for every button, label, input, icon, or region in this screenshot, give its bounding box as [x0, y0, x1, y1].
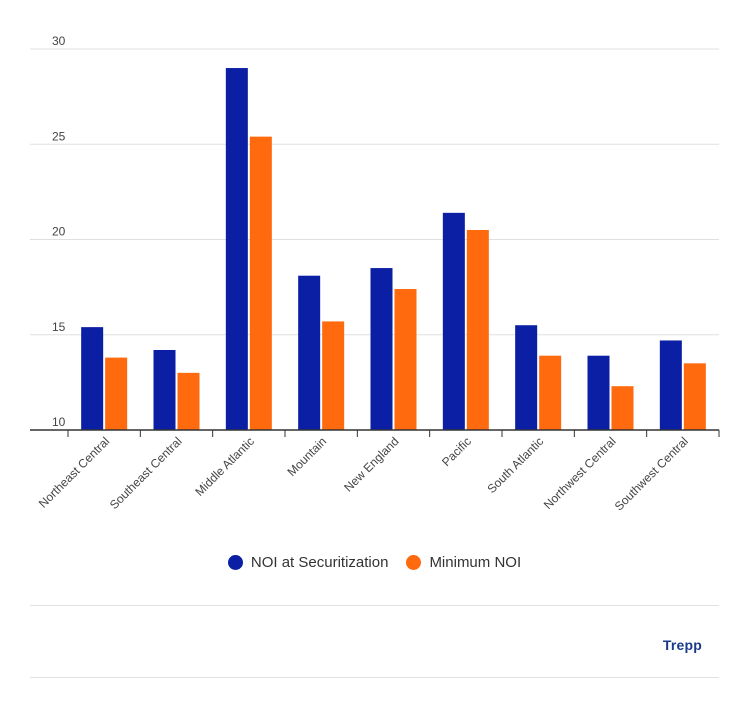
bars [81, 68, 706, 431]
brand-logo: Trepp [662, 637, 702, 653]
bar-noi-at-securitization[interactable] [659, 340, 682, 430]
bar-noi-at-securitization[interactable] [442, 212, 465, 430]
y-tick-label: 15 [52, 320, 66, 334]
bar-noi-at-securitization[interactable] [515, 325, 538, 430]
bar-noi-at-securitization[interactable] [587, 355, 610, 430]
legend: NOI at Securitization Minimum NOI [0, 554, 749, 571]
bar-noi-at-securitization[interactable] [370, 268, 393, 430]
x-tick-label: Pacific [439, 434, 474, 469]
y-tick-label: 30 [52, 34, 66, 48]
x-tick-label: Mountain [284, 434, 329, 479]
x-tick-label: New England [341, 434, 401, 494]
legend-item-noi-at-securitization[interactable]: NOI at Securitization [227, 554, 389, 571]
legend-item-minimum-noi[interactable]: Minimum NOI [406, 554, 521, 571]
x-tick-label: Southwest Central [612, 434, 691, 513]
legend-marker [227, 555, 243, 570]
y-axis-ticks: 10 15 20 25 30 [52, 34, 66, 429]
bar-noi-at-securitization[interactable] [225, 68, 248, 431]
x-tick-label: Northeast Central [36, 434, 112, 510]
y-tick-label: 20 [52, 225, 66, 239]
bar-minimum-noi[interactable] [611, 386, 634, 430]
bar-noi-at-securitization[interactable] [298, 275, 321, 430]
x-tick-label: Southeast Central [107, 434, 185, 512]
bar-noi-at-securitization[interactable] [81, 327, 104, 430]
x-tick-label: Middle Atlantic [192, 434, 257, 499]
y-tick-label: 10 [52, 415, 66, 429]
bar-minimum-noi[interactable] [322, 321, 345, 430]
x-axis [30, 429, 720, 437]
footer-divider-bottom [30, 677, 719, 678]
x-tick-label: South Atlantic [484, 434, 546, 496]
bar-noi-at-securitization[interactable] [153, 349, 176, 430]
y-tick-label: 25 [52, 129, 66, 143]
x-tick-label: Northwest Central [541, 434, 619, 512]
legend-label: NOI at Securitization [250, 554, 389, 571]
bar-minimum-noi[interactable] [539, 355, 562, 430]
bar-minimum-noi[interactable] [177, 372, 200, 430]
bar-minimum-noi[interactable] [249, 136, 272, 430]
legend-marker [406, 555, 422, 570]
footer-divider-top [30, 605, 719, 606]
bar-minimum-noi[interactable] [394, 289, 417, 430]
legend-label: Minimum NOI [429, 554, 522, 571]
bar-minimum-noi[interactable] [683, 363, 706, 430]
bar-minimum-noi[interactable] [105, 357, 128, 430]
bar-minimum-noi[interactable] [466, 229, 489, 430]
